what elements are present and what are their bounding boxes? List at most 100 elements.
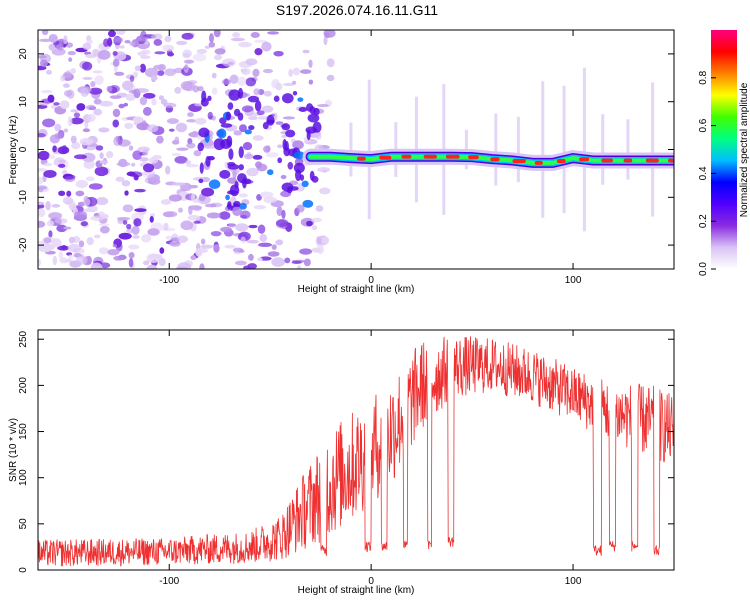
heatmap-blob xyxy=(284,140,289,152)
heatmap-blob xyxy=(93,234,101,239)
heatmap-blob xyxy=(121,80,134,91)
heatmap-blob xyxy=(241,105,254,113)
heatmap-blob xyxy=(92,70,103,74)
heatmap-blob xyxy=(67,116,73,127)
heatmap-blob xyxy=(125,93,136,101)
heatmap-blob xyxy=(148,156,158,164)
heatmap-blob xyxy=(232,169,237,180)
colorbar-tick-label: 0.8 xyxy=(698,70,709,84)
heatmap-blob xyxy=(80,87,89,98)
heatmap-blob xyxy=(122,220,128,225)
heatmap-blob xyxy=(142,260,150,266)
heatmap-blob xyxy=(122,204,134,213)
heatmap-blob xyxy=(245,77,257,87)
spectrogram-y-tick-label: 0 xyxy=(18,146,29,152)
heatmap-blob xyxy=(117,139,131,147)
heatmap-blob xyxy=(78,240,85,248)
heatmap-blob xyxy=(128,257,134,268)
heatmap-blob xyxy=(297,97,304,102)
heatmap-blob xyxy=(239,124,247,133)
heatmap-blob xyxy=(134,188,146,193)
heatmap-blob xyxy=(48,33,58,43)
heatmap-blob xyxy=(188,205,202,210)
heatmap-blob xyxy=(213,54,223,61)
heatmap-blob xyxy=(253,88,260,96)
heatmap-blob xyxy=(98,127,110,133)
heatmap-blob xyxy=(315,205,324,212)
heatmap-blob xyxy=(84,121,89,129)
heatmap-blob xyxy=(141,234,152,243)
heatmap-blob xyxy=(282,82,295,87)
heatmap-blob xyxy=(139,157,149,162)
heatmap-blob xyxy=(273,50,284,57)
heatmap-blob xyxy=(82,76,93,80)
heatmap-blob xyxy=(213,30,221,38)
heatmap-blob xyxy=(135,88,150,93)
heatmap-blob xyxy=(106,85,113,93)
heatmap-blob xyxy=(234,260,247,266)
spectrogram-y-tick-label: 10 xyxy=(18,96,29,108)
heatmap-blob xyxy=(132,150,142,161)
snr-x-tick-label: 0 xyxy=(368,576,374,587)
heatmap-blob xyxy=(299,174,305,181)
heatmap-blob xyxy=(147,124,159,133)
heatmap-blob xyxy=(48,212,63,220)
heatmap-blob xyxy=(242,142,253,151)
heatmap-blob xyxy=(244,93,251,97)
heatmap-blob xyxy=(243,265,250,269)
heatmap-blob xyxy=(244,129,252,135)
heatmap-blob xyxy=(39,38,52,42)
heatmap-blob xyxy=(190,255,197,261)
heatmap-blob xyxy=(238,193,248,198)
heatmap-blob xyxy=(241,68,251,76)
heatmap-blob xyxy=(112,244,118,248)
heatmap-blob xyxy=(190,193,196,202)
heatmap-blob xyxy=(253,205,267,210)
heatmap-blob xyxy=(118,232,132,240)
heatmap-blob xyxy=(149,216,154,223)
heatmap-blob xyxy=(166,118,179,124)
heatmap-blob xyxy=(248,125,255,131)
heatmap-blob xyxy=(112,58,120,67)
heatmap-blob xyxy=(159,247,165,254)
heatmap-blob xyxy=(265,152,279,158)
heatmap-blob xyxy=(211,87,218,95)
heatmap-blob xyxy=(227,177,237,184)
spectrogram-y-tick-label: -20 xyxy=(18,237,29,252)
heatmap-blob xyxy=(139,63,147,73)
heatmap-blob xyxy=(98,223,110,227)
heatmap-blob xyxy=(41,89,53,94)
heatmap-blob xyxy=(175,122,188,133)
heatmap-blob xyxy=(70,67,76,74)
heatmap-blob xyxy=(257,224,266,234)
heatmap-blob xyxy=(75,190,85,197)
heatmap-blob xyxy=(257,257,263,262)
heatmap-blob xyxy=(284,257,291,264)
heatmap-blob xyxy=(63,90,73,97)
heatmap-blob xyxy=(220,123,233,128)
heatmap-blob xyxy=(267,31,280,35)
heatmap-blob xyxy=(199,263,205,269)
heatmap-blob xyxy=(54,123,62,132)
heatmap-streak xyxy=(349,122,353,177)
heatmap-blob xyxy=(293,151,306,160)
heatmap-blob xyxy=(142,106,152,116)
heatmap-blob xyxy=(97,49,111,60)
heatmap-blob xyxy=(139,55,151,60)
heatmap-blob xyxy=(66,190,72,197)
heatmap-blob xyxy=(246,239,259,244)
heatmap-blob xyxy=(63,35,68,45)
heatmap-blob xyxy=(38,259,42,266)
heatmap-blob xyxy=(63,226,72,230)
heatmap-blob xyxy=(302,199,314,208)
heatmap-blob xyxy=(181,32,194,40)
heatmap-blob xyxy=(109,95,122,100)
heatmap-blob xyxy=(193,220,201,224)
heatmap-blob xyxy=(177,235,189,243)
heatmap-blob xyxy=(156,135,164,144)
heatmap-blob xyxy=(73,154,87,160)
heatmap-blob xyxy=(80,221,88,227)
heatmap-blob xyxy=(275,239,284,246)
heatmap-blob xyxy=(225,111,231,121)
heatmap-blob xyxy=(47,94,55,103)
